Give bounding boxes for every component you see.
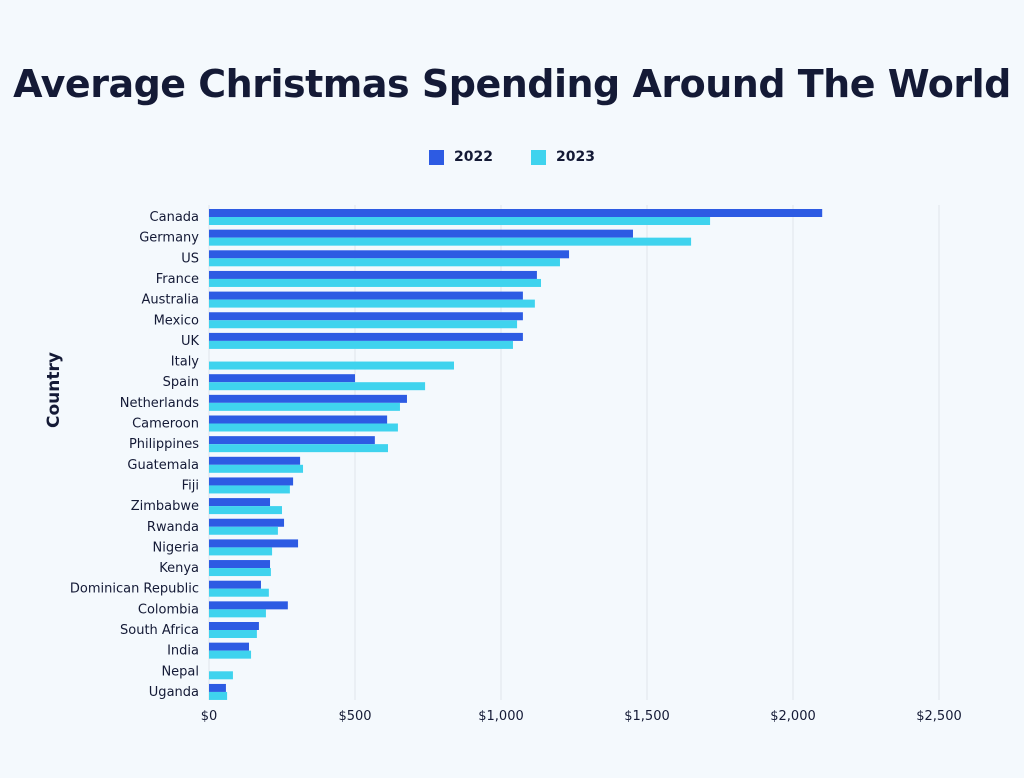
bar-2022 [209, 580, 261, 589]
legend-item-2022: 2022 [429, 149, 493, 165]
bar-2023 [209, 402, 400, 411]
bar-2023 [209, 526, 278, 535]
y-tick-label: Colombia [138, 602, 199, 617]
bar-2022 [209, 498, 271, 507]
bar-2023 [209, 217, 711, 225]
bar-2023 [209, 340, 513, 349]
y-tick-label: Australia [141, 293, 199, 308]
bar-2022 [209, 477, 294, 486]
y-tick-label: Rwanda [147, 520, 199, 535]
y-tick-label: Dominican Republic [70, 582, 199, 597]
y-tick-label: Uganda [149, 685, 199, 700]
bar-2023 [209, 485, 290, 494]
bar-2022 [209, 332, 523, 341]
x-tick-label: $2,000 [770, 709, 816, 724]
y-tick-label: India [167, 644, 199, 659]
bar-2022 [209, 415, 388, 424]
bar-2022 [209, 229, 633, 238]
y-tick-label: Kenya [159, 561, 199, 576]
y-tick-label: South Africa [120, 623, 199, 638]
y-tick-label: Fiji [182, 478, 199, 493]
bar-2022 [209, 683, 226, 692]
bar-2022 [209, 291, 523, 300]
y-tick-label: Philippines [129, 437, 199, 452]
bar-2022 [209, 270, 537, 279]
bar-2023 [209, 361, 454, 370]
legend-label-2023: 2023 [556, 149, 595, 165]
bar-2022 [209, 436, 375, 445]
bar-2023 [209, 278, 542, 287]
x-tick-label: $2,500 [916, 709, 962, 724]
bar-2023 [209, 671, 233, 680]
bar-2022 [209, 518, 285, 527]
bar-2023 [209, 650, 252, 659]
bar-2022 [209, 622, 259, 630]
bar-2023 [209, 547, 273, 556]
bar-2023 [209, 237, 692, 246]
chart-title: Average Christmas Spending Around The Wo… [13, 62, 1011, 106]
bar-2022 [209, 642, 250, 651]
bar-2023 [209, 299, 535, 308]
bar-2023 [209, 464, 304, 473]
legend-swatch-2023 [531, 149, 546, 165]
x-tick-label: $1,000 [478, 709, 524, 724]
legend-swatch-2022 [429, 149, 445, 165]
legend-label-2022: 2022 [454, 149, 493, 165]
bar-2022 [209, 601, 288, 610]
bar-2022 [209, 250, 570, 259]
legend: 2022 2023 [0, 149, 1024, 165]
bar-2023 [209, 258, 560, 267]
x-tick-label: $500 [338, 709, 371, 724]
bar-2023 [209, 320, 518, 329]
y-tick-label: UK [181, 334, 200, 349]
bar-2023 [209, 423, 398, 432]
bar-2022 [209, 374, 355, 383]
x-tick-label: $1,500 [624, 709, 670, 724]
y-tick-label: Nigeria [152, 540, 199, 555]
bar-2022 [209, 209, 823, 217]
y-tick-label: Guatemala [127, 458, 199, 473]
legend-item-2023: 2023 [531, 149, 595, 165]
y-tick-label: US [181, 251, 199, 266]
bar-2022 [209, 312, 523, 321]
y-tick-label: Spain [163, 375, 199, 390]
y-tick-label: Zimbabwe [131, 499, 199, 514]
bar-2023 [209, 588, 269, 597]
bar-2023 [209, 691, 228, 700]
bar-2023 [209, 609, 266, 618]
bar-2022 [209, 394, 407, 403]
bar-2023 [209, 382, 426, 391]
x-tick-label: $0 [201, 709, 218, 724]
bar-2022 [209, 539, 299, 548]
y-tick-label: Germany [139, 231, 199, 246]
y-tick-label: Nepal [161, 664, 199, 679]
bar-2022 [209, 560, 271, 569]
y-tick-label: Canada [150, 210, 199, 225]
y-tick-label: Mexico [154, 313, 199, 328]
y-tick-label: France [156, 272, 199, 287]
y-tick-label: Italy [171, 355, 200, 370]
bar-2023 [209, 568, 271, 577]
bar-2023 [209, 630, 257, 638]
y-tick-label: Cameroon [132, 417, 199, 432]
bar-2023 [209, 444, 388, 453]
y-tick-label: Netherlands [120, 396, 199, 411]
bar-2022 [209, 456, 301, 465]
bar-2023 [209, 506, 282, 515]
